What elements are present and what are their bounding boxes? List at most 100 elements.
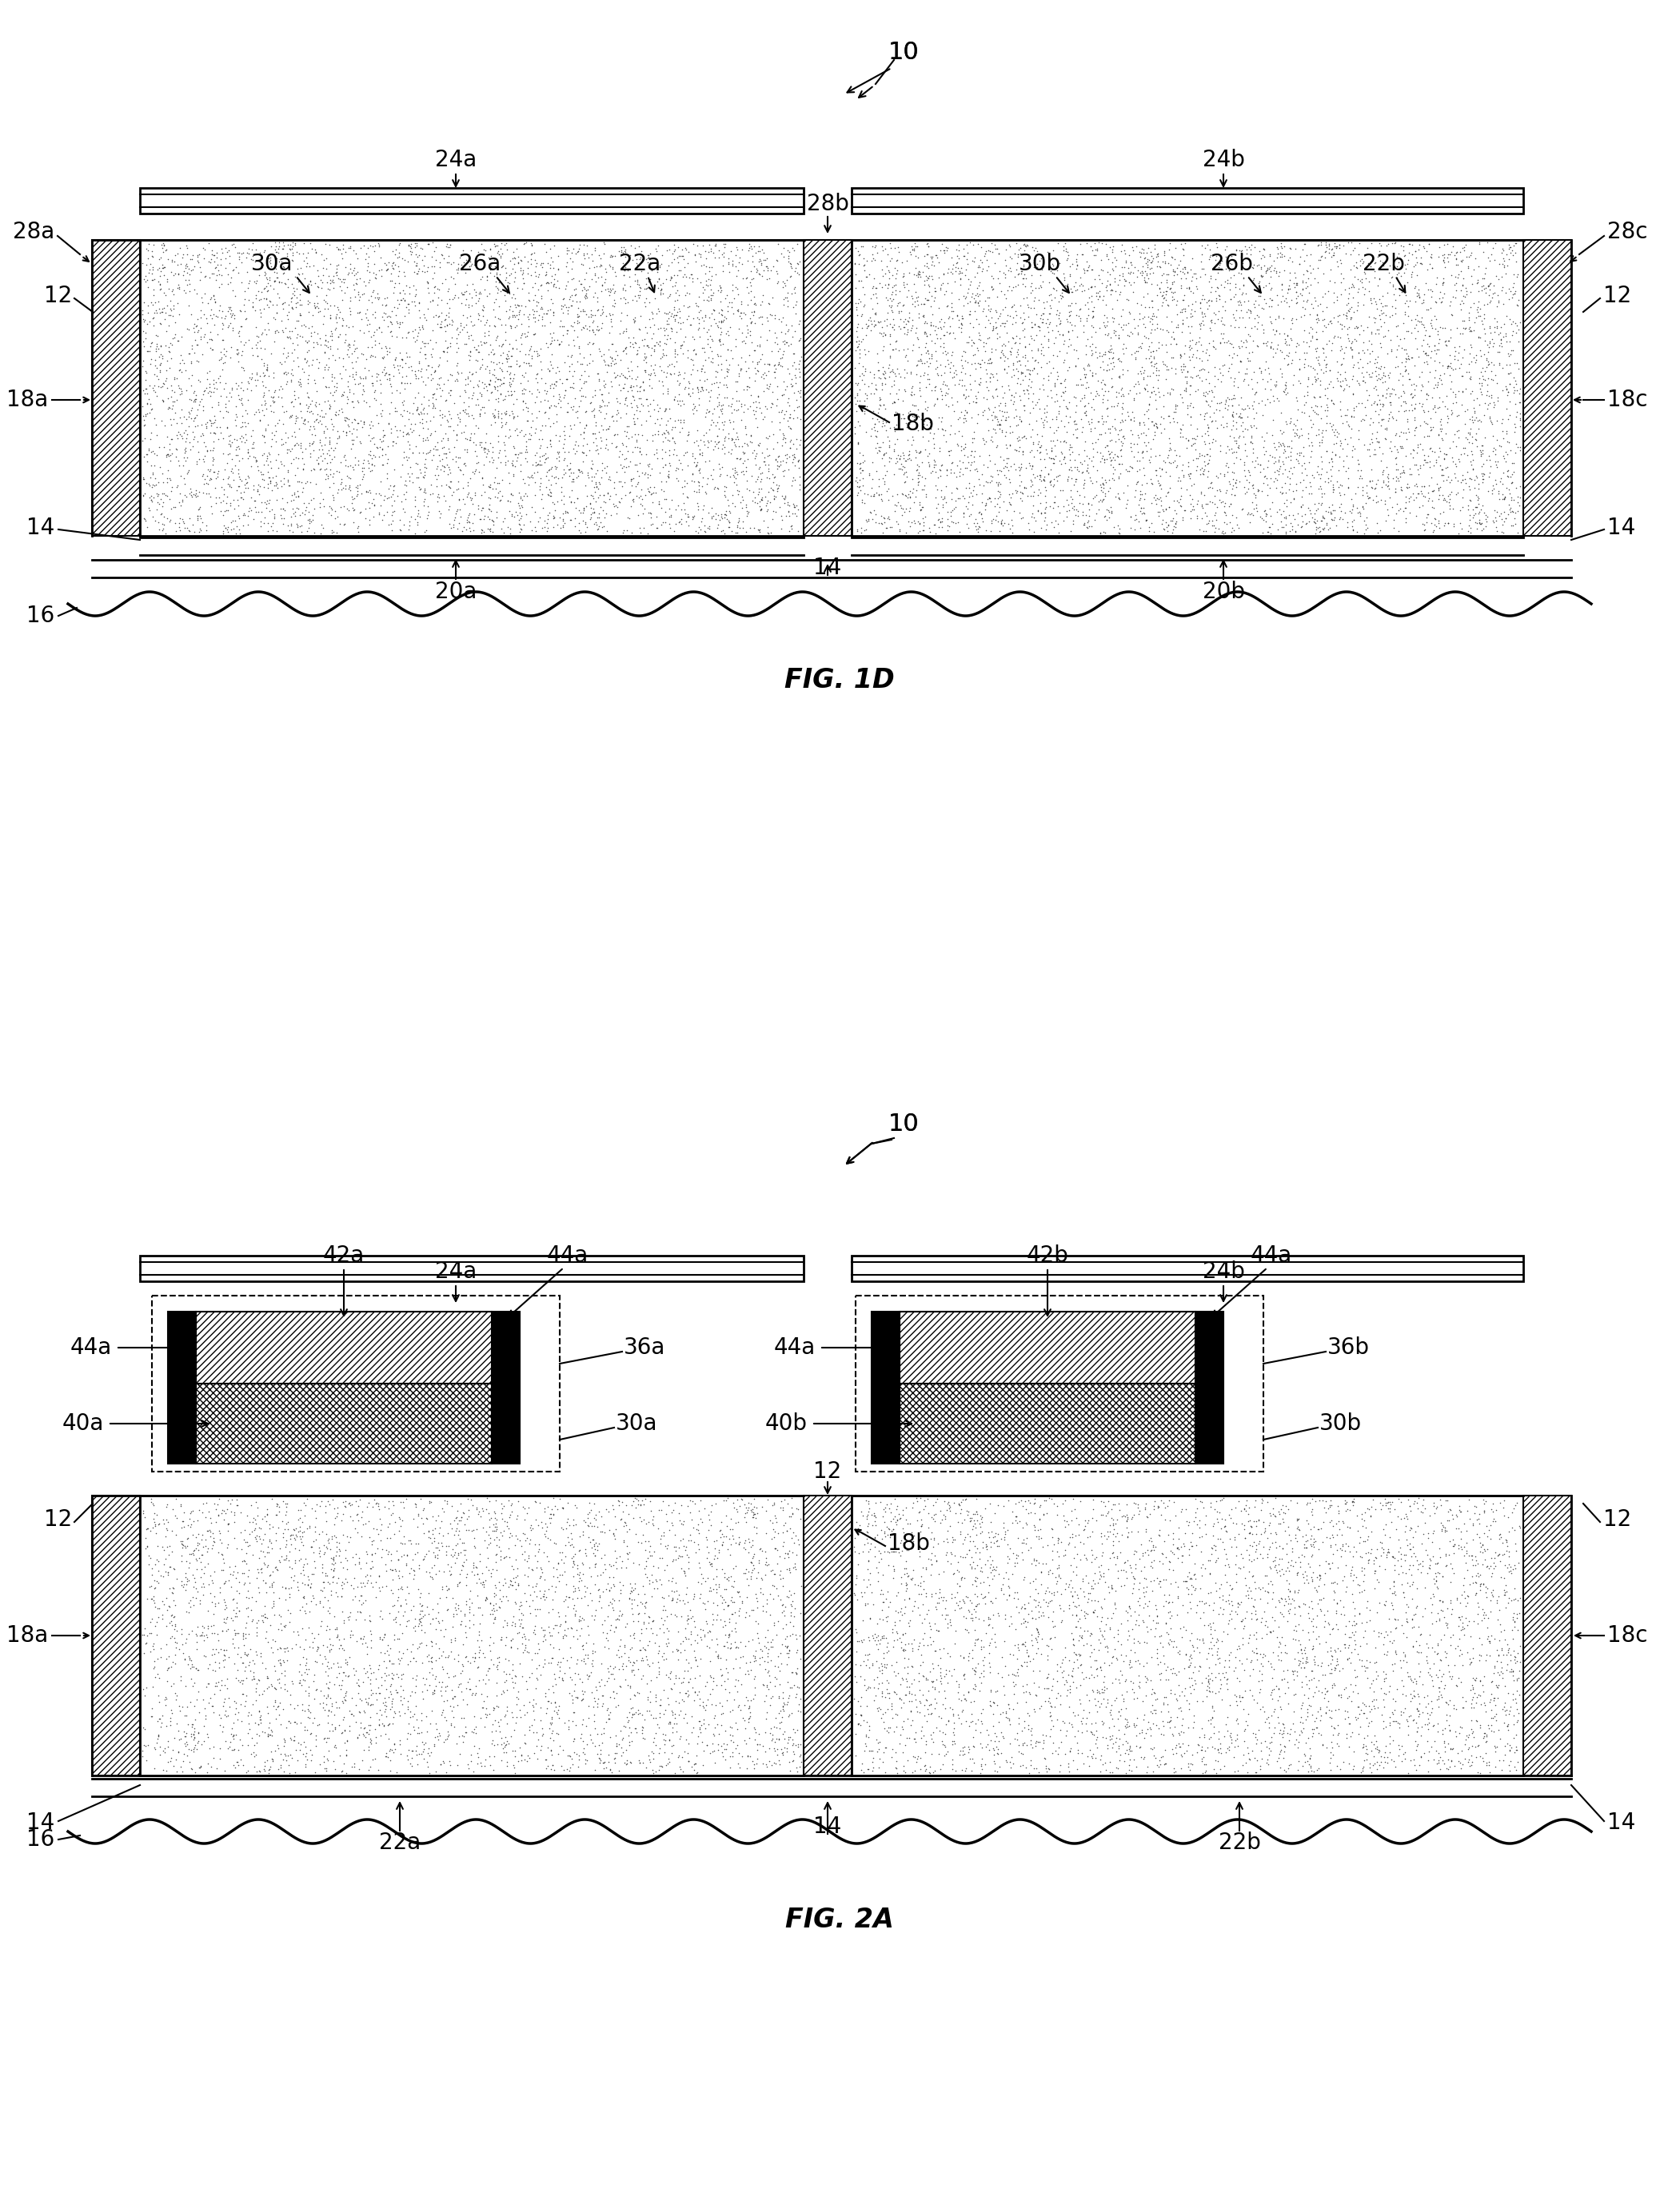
Point [482,380,509,415]
Point [1240,384,1267,420]
Point [1062,349,1089,384]
Point [1149,1547,1176,1582]
Point [1084,1722,1110,1758]
Point [270,492,297,527]
Point [906,1496,932,1531]
Point [1127,481,1154,516]
Point [277,226,304,261]
Point [1208,303,1235,338]
Point [1294,1641,1320,1676]
Point [1304,1586,1331,1621]
Point [536,1683,563,1718]
Point [1418,505,1445,540]
Point [200,1525,227,1560]
Point [1084,1731,1110,1766]
Point [652,1727,679,1762]
Point [338,255,365,290]
Point [524,448,551,483]
Point [617,327,643,363]
Point [469,299,496,334]
Point [437,464,464,499]
Point [160,1733,186,1769]
Point [378,305,405,341]
Point [146,250,173,286]
Point [472,1742,499,1777]
Point [487,512,514,547]
Point [139,1630,166,1665]
Point [1408,1555,1435,1591]
Point [239,417,265,453]
Point [1408,1494,1435,1529]
Point [627,446,654,481]
Point [536,345,563,380]
Point [1368,1670,1394,1705]
Point [1497,1727,1524,1762]
Point [919,239,946,275]
Point [637,1744,664,1780]
Point [1220,398,1247,433]
Point [146,272,173,308]
Point [581,1593,608,1628]
Point [1139,255,1166,290]
Point [1015,1639,1042,1674]
Point [642,246,669,281]
Point [496,398,522,433]
Point [262,1516,289,1551]
Point [1139,283,1166,319]
Point [1504,1661,1530,1696]
Point [146,512,173,547]
Point [1315,1490,1342,1525]
Point [1295,1753,1322,1788]
Point [1381,1492,1408,1527]
Point [1324,1641,1351,1676]
Point [1255,1700,1282,1736]
Point [1352,1652,1379,1687]
Point [524,371,551,406]
Point [993,431,1020,466]
Point [423,1643,450,1679]
Point [262,1549,289,1584]
Point [549,1621,576,1657]
Point [1458,1672,1485,1707]
Point [1383,439,1410,475]
Point [386,1483,413,1518]
Point [610,1709,637,1744]
Point [375,1679,402,1714]
Point [549,1641,576,1676]
Point [575,358,601,393]
Point [741,1643,768,1679]
Point [257,1523,284,1558]
Point [186,514,213,549]
Point [361,481,388,516]
Point [390,382,417,417]
Point [610,279,637,314]
Point [632,1703,659,1738]
Point [904,457,931,492]
Point [410,365,437,400]
Point [202,1485,228,1520]
Point [391,1582,418,1617]
Point [954,275,981,310]
Point [906,259,932,294]
Point [761,354,788,389]
Point [464,1566,491,1602]
Point [432,1639,459,1674]
Point [1327,486,1354,521]
Point [1233,389,1260,424]
Point [282,1518,309,1553]
Point [282,398,309,433]
Point [423,228,450,264]
Point [267,303,294,338]
Point [680,1608,707,1643]
Point [1008,1606,1035,1641]
Point [591,1547,618,1582]
Point [165,1736,192,1771]
Point [336,1595,363,1630]
Point [1063,1608,1090,1643]
Point [1307,1703,1334,1738]
Point [514,444,541,479]
Point [489,248,516,283]
Point [701,1525,727,1560]
Point [1482,242,1509,277]
Point [1425,1681,1452,1716]
